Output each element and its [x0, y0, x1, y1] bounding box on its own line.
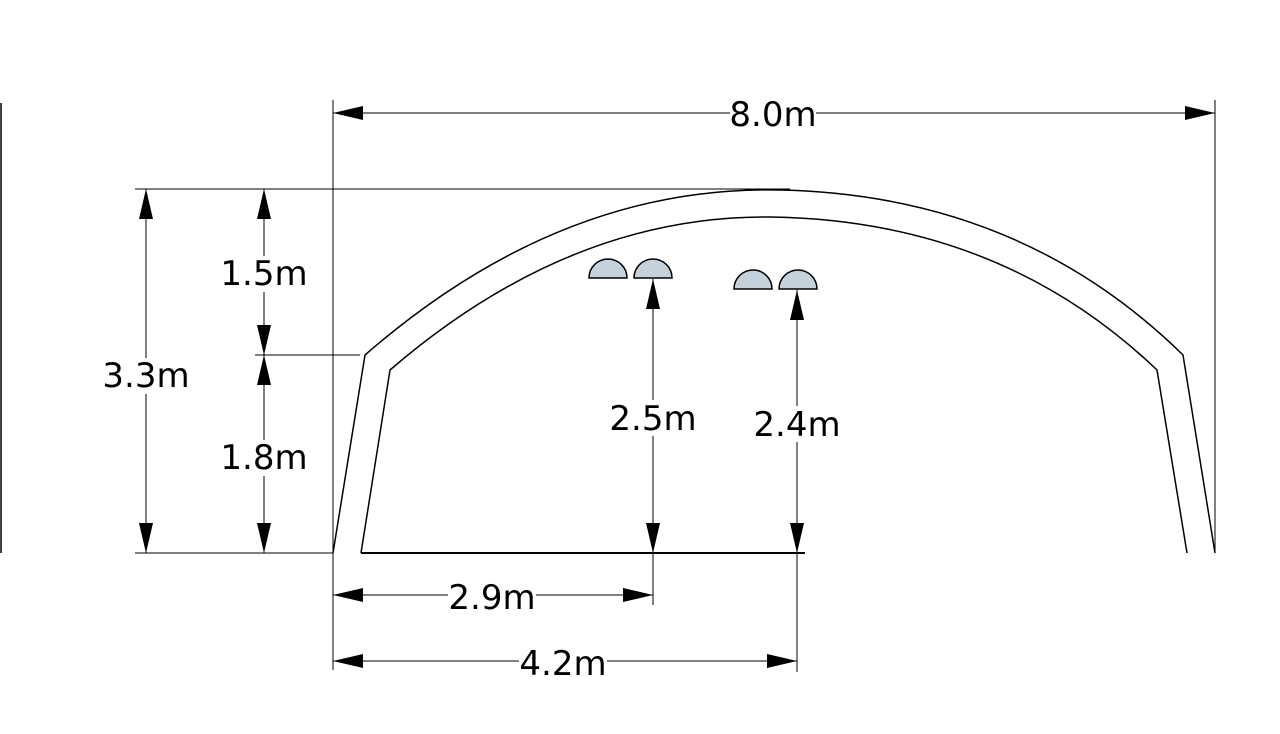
- tunnel-inner-profile: [360, 216, 1188, 554]
- light-row-2-height-label: 2.4m: [753, 405, 840, 445]
- light-row-2-offset-label: 4.2m: [519, 644, 606, 684]
- light-fixture-2: [633, 258, 673, 279]
- light-fixture-4: [778, 269, 818, 290]
- light-fixture-1: [588, 258, 628, 279]
- total-height-label: 3.3m: [102, 356, 189, 396]
- light-fixture-3: [733, 269, 773, 290]
- light-row-1-height-label: 2.5m: [609, 399, 696, 439]
- tunnel-outer-profile: [332, 189, 1216, 554]
- light-row-1-offset-label: 2.9m: [448, 578, 535, 618]
- wall-height-label: 1.8m: [220, 438, 307, 478]
- arch-rise-label: 1.5m: [220, 254, 307, 294]
- overall-width-label: 8.0m: [729, 95, 816, 135]
